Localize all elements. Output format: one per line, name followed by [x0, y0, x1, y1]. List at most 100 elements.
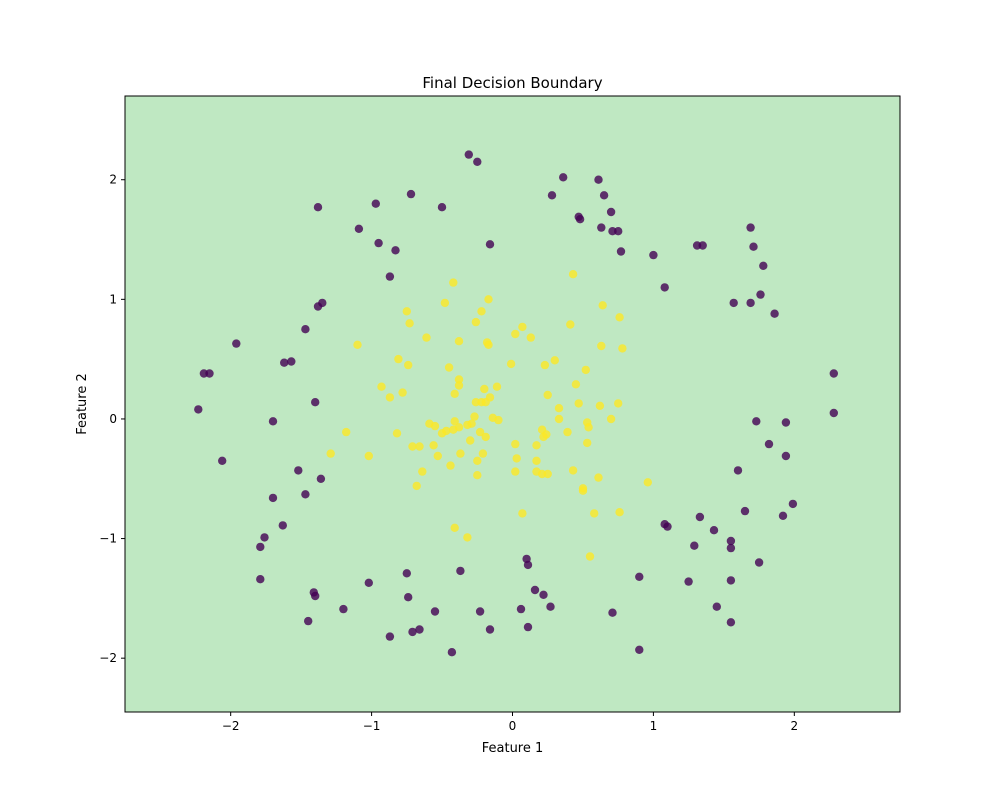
- scatter-point-class-0: [690, 541, 699, 550]
- scatter-point-class-1: [440, 298, 450, 308]
- scatter-point-class-0: [606, 207, 616, 217]
- scatter-point-class-0: [726, 618, 736, 627]
- scatter-point-class-1: [574, 399, 583, 408]
- scatter-point-class-0: [485, 240, 495, 249]
- scatter-point-class-1: [429, 441, 438, 450]
- scatter-point-class-1: [590, 509, 599, 518]
- scatter-point-class-0: [301, 490, 310, 499]
- x-axis-label: Feature 1: [482, 741, 544, 756]
- scatter-point-class-0: [539, 590, 548, 599]
- scatter-point-class-1: [481, 398, 490, 407]
- scatter-point-class-0: [740, 506, 750, 516]
- scatter-point-class-1: [353, 340, 362, 349]
- scatter-point-class-0: [256, 542, 265, 552]
- scatter-point-class-1: [554, 414, 564, 424]
- scatter-point-class-0: [746, 298, 755, 308]
- scatter-point-class-1: [398, 388, 407, 397]
- scatter-point-class-1: [532, 456, 541, 465]
- scatter-point-class-0: [726, 576, 736, 585]
- scatter-point-class-1: [385, 393, 395, 402]
- y-tick-label: 0: [109, 412, 117, 426]
- scatter-point-class-0: [232, 339, 241, 348]
- scatter-point-class-0: [391, 246, 400, 255]
- scatter-point-class-1: [466, 436, 475, 445]
- scatter-point-class-0: [404, 593, 413, 602]
- scatter-point-class-1: [450, 389, 459, 398]
- scatter-point-class-0: [301, 325, 310, 334]
- scatter-point-class-0: [756, 290, 765, 299]
- scatter-points: [194, 150, 838, 657]
- scatter-point-class-1: [578, 486, 588, 495]
- scatter-point-class-0: [456, 566, 465, 576]
- scatter-point-class-1: [404, 360, 413, 370]
- scatter-point-class-0: [764, 439, 774, 449]
- scatter-point-class-0: [547, 191, 557, 200]
- scatter-point-class-0: [712, 602, 721, 611]
- scatter-point-class-1: [433, 451, 442, 461]
- scatter-point-class-0: [205, 369, 214, 378]
- scatter-point-class-0: [698, 241, 707, 250]
- scatter-point-class-1: [342, 427, 351, 437]
- scatter-point-class-0: [726, 536, 736, 546]
- x-axis-ticks: −2 −1 0 1 2: [222, 712, 798, 733]
- scatter-point-class-0: [437, 203, 447, 212]
- scatter-point-class-0: [374, 238, 383, 248]
- scatter-point-class-1: [581, 365, 590, 375]
- scatter-point-class-1: [415, 442, 424, 451]
- scatter-point-class-0: [364, 578, 373, 587]
- scatter-point-class-1: [418, 467, 427, 476]
- scatter-point-class-1: [477, 307, 486, 316]
- scatter-point-class-1: [437, 429, 447, 438]
- scatter-point-class-1: [554, 404, 564, 413]
- scatter-point-class-1: [597, 341, 606, 351]
- scatter-point-class-0: [447, 648, 457, 657]
- scatter-point-class-0: [385, 272, 395, 281]
- scatter-point-class-1: [473, 456, 482, 465]
- scatter-point-class-0: [294, 466, 303, 475]
- scatter-point-class-1: [449, 425, 458, 434]
- scatter-point-class-1: [614, 399, 623, 408]
- scatter-point-class-1: [598, 301, 607, 310]
- scatter-point-class-1: [405, 319, 414, 328]
- scatter-point-class-1: [494, 415, 503, 425]
- scatter-point-class-1: [518, 509, 527, 518]
- scatter-point-class-1: [475, 427, 485, 437]
- scatter-point-class-1: [467, 419, 476, 428]
- scatter-point-class-1: [550, 356, 559, 365]
- scatter-point-class-0: [746, 223, 755, 232]
- scatter-point-class-1: [539, 432, 548, 442]
- scatter-point-class-1: [450, 417, 459, 426]
- scatter-point-class-0: [594, 175, 603, 184]
- scatter-point-class-0: [614, 227, 623, 236]
- scatter-point-class-0: [608, 608, 617, 617]
- scatter-point-class-0: [788, 499, 798, 509]
- y-tick-label: 1: [109, 292, 117, 306]
- scatter-point-class-0: [649, 250, 658, 260]
- x-tick-label: 0: [509, 719, 517, 733]
- scatter-point-class-0: [729, 298, 738, 308]
- scatter-point-class-0: [280, 358, 289, 367]
- scatter-point-class-0: [415, 625, 424, 634]
- scatter-point-class-0: [770, 309, 779, 318]
- scatter-point-class-1: [471, 317, 481, 327]
- scatter-point-class-1: [583, 438, 592, 448]
- scatter-point-class-1: [392, 429, 402, 438]
- scatter-point-class-0: [829, 408, 838, 418]
- chart-title: Final Decision Boundary: [422, 74, 602, 92]
- scatter-point-class-0: [663, 522, 672, 531]
- scatter-point-class-0: [354, 224, 364, 233]
- scatter-point-class-1: [618, 344, 627, 353]
- scatter-point-class-0: [752, 417, 761, 426]
- scatter-point-class-1: [492, 382, 502, 391]
- scatter-point-class-0: [406, 189, 416, 199]
- scatter-point-class-1: [568, 466, 578, 475]
- scatter-point-class-1: [430, 421, 440, 431]
- scatter-point-class-0: [749, 242, 758, 251]
- scatter-point-class-0: [695, 512, 705, 522]
- scatter-point-class-1: [454, 375, 464, 384]
- scatter-point-class-0: [754, 558, 764, 567]
- scatter-point-class-1: [563, 427, 572, 437]
- scatter-point-class-1: [511, 329, 520, 339]
- scatter-point-class-0: [660, 283, 669, 292]
- decision-region-background: [125, 96, 900, 712]
